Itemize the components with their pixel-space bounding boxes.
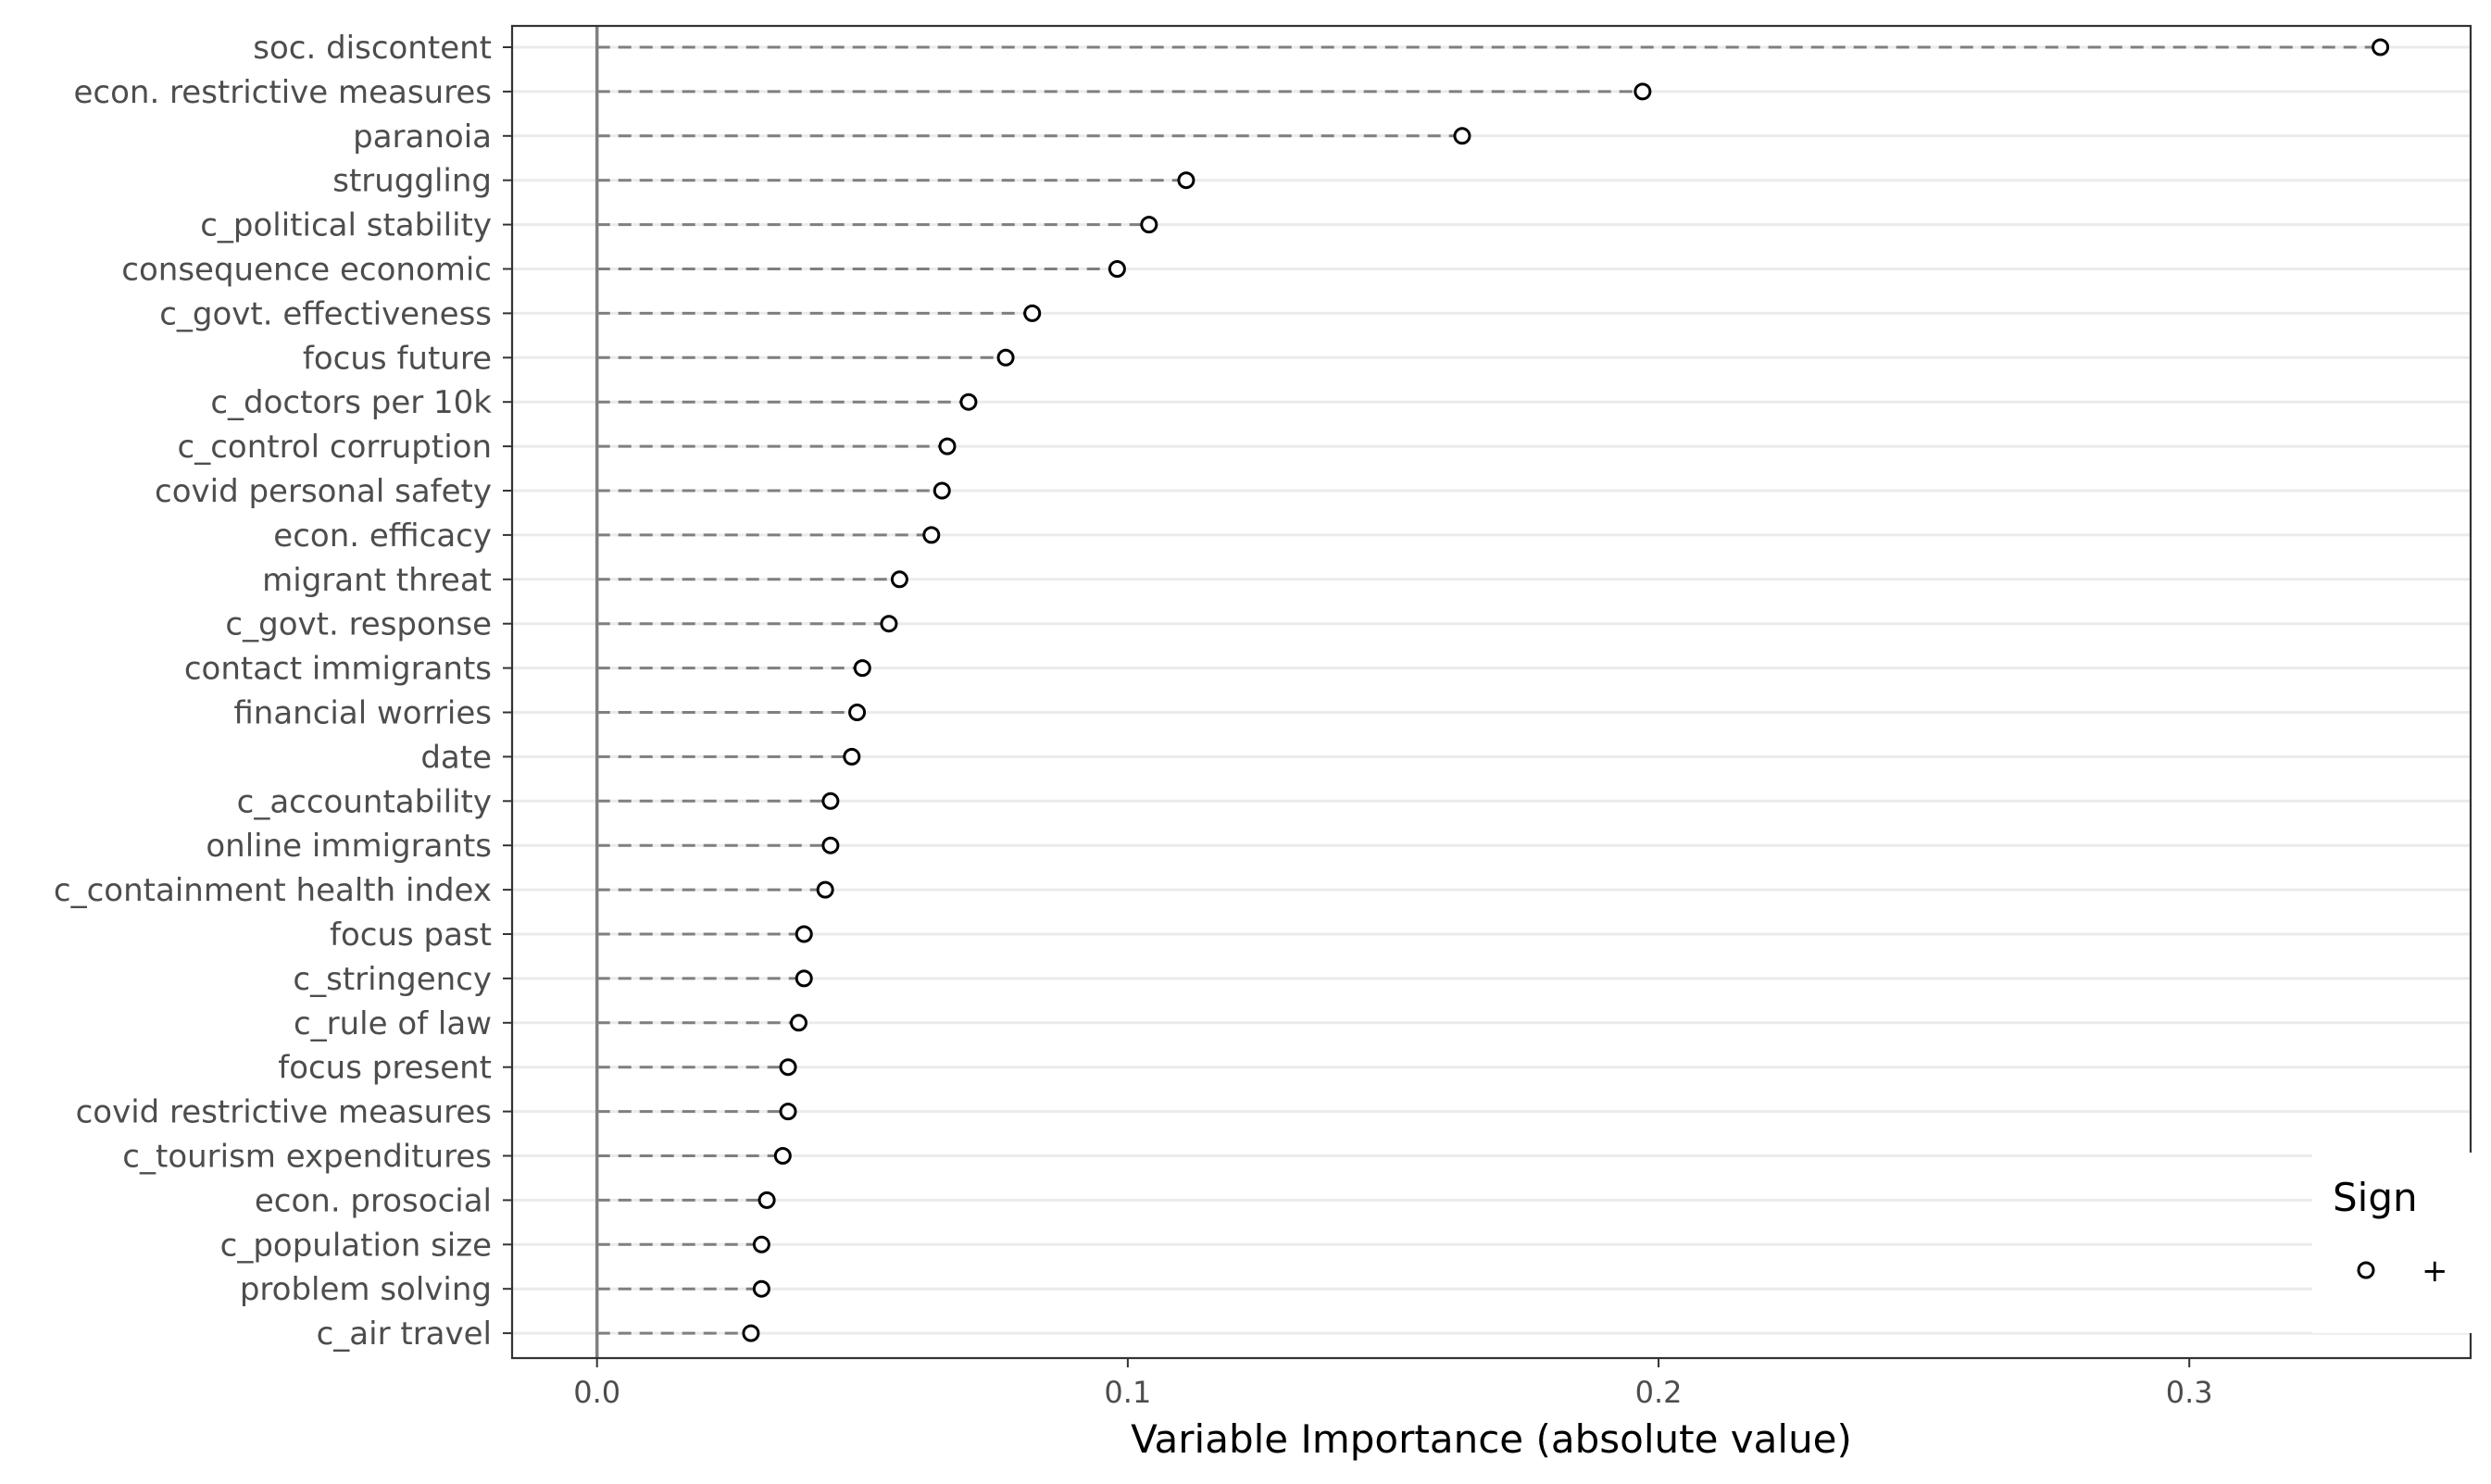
y-tick-label: soc. discontent xyxy=(253,30,492,67)
data-point xyxy=(795,925,813,943)
data-point xyxy=(816,880,834,899)
y-tick-label: covid restrictive measures xyxy=(76,1094,492,1131)
y-tick-label: c_stringency xyxy=(293,961,492,998)
y-tick-label: financial worries xyxy=(233,695,492,732)
data-point xyxy=(933,481,951,500)
y-tick-label: paranoia xyxy=(353,118,492,156)
y-tick-label: c_govt. effectiveness xyxy=(159,295,492,332)
data-point xyxy=(1453,127,1471,145)
y-tick-label: covid personal safety xyxy=(155,473,492,510)
y-tick-label: c_govt. response xyxy=(225,606,492,643)
y-tick-label: focus present xyxy=(278,1050,492,1087)
data-point xyxy=(821,792,840,810)
data-point xyxy=(890,570,908,589)
data-point xyxy=(757,1191,776,1209)
legend: Sign + xyxy=(2312,1153,2488,1333)
y-tick-label: c_control corruption xyxy=(178,429,492,466)
data-point xyxy=(848,704,867,721)
data-point xyxy=(1634,82,1652,101)
leader-lines xyxy=(596,45,2381,1335)
y-tick-label: contact immigrants xyxy=(184,651,492,688)
data-point xyxy=(773,1147,792,1165)
y-tick-label: c_political stability xyxy=(200,207,492,244)
y-tick-label: migrant threat xyxy=(262,562,492,599)
data-point xyxy=(742,1324,760,1342)
y-tick-label: struggling xyxy=(332,163,492,200)
y-tick-label: consequence economic xyxy=(121,252,492,289)
y-tick-label: c_air travel xyxy=(317,1316,492,1353)
data-point xyxy=(1177,171,1195,190)
y-tick-label: c_rule of law xyxy=(294,1005,492,1042)
data-point xyxy=(821,836,840,854)
data-point xyxy=(1140,216,1158,234)
y-tick-label: c_tourism expenditures xyxy=(122,1139,492,1176)
data-point xyxy=(1023,304,1042,322)
y-tick-label: c_doctors per 10k xyxy=(210,384,492,421)
data-point xyxy=(790,1014,808,1032)
legend-entry-label: + xyxy=(2422,1253,2448,1290)
data-points xyxy=(742,38,2390,1342)
data-point xyxy=(779,1103,797,1121)
y-tick-label: c_containment health index xyxy=(54,872,492,909)
data-point xyxy=(996,348,1015,367)
x-axis-ticks: 0.0 0.1 0.2 0.3 xyxy=(573,1358,2213,1410)
data-point xyxy=(853,659,871,678)
y-axis-labels: soc. discontent econ. restrictive measure… xyxy=(54,30,512,1353)
y-tick-label: date xyxy=(420,739,492,776)
x-tick-label: 0.0 xyxy=(573,1375,620,1410)
data-point xyxy=(752,1279,770,1298)
x-tick-label: 0.3 xyxy=(2166,1375,2213,1410)
data-point xyxy=(922,526,941,544)
y-tick-label: econ. restrictive measures xyxy=(73,74,492,111)
y-tick-label: focus past xyxy=(330,917,492,954)
x-tick-label: 0.1 xyxy=(1104,1375,1151,1410)
data-point xyxy=(880,615,898,633)
data-point xyxy=(2372,38,2390,56)
data-point xyxy=(752,1235,770,1253)
data-point xyxy=(795,969,813,988)
x-axis-title: Variable Importance (absolute value) xyxy=(1131,1416,1852,1462)
data-point xyxy=(1108,260,1126,278)
y-tick-label: econ. prosocial xyxy=(255,1182,492,1219)
data-point xyxy=(959,393,978,411)
y-tick-label: problem solving xyxy=(240,1271,492,1308)
y-tick-label: online immigrants xyxy=(206,828,492,865)
y-tick-label: c_population size xyxy=(220,1227,492,1264)
legend-key-open-circle xyxy=(2357,1261,2375,1279)
panel-border xyxy=(510,24,2472,1360)
data-point xyxy=(938,437,957,455)
data-point xyxy=(843,747,861,766)
legend-background xyxy=(2312,1153,2488,1333)
x-tick-label: 0.2 xyxy=(1635,1375,1683,1410)
legend-title: Sign xyxy=(2333,1175,2418,1220)
y-tick-label: c_accountability xyxy=(237,783,492,820)
y-tick-label: econ. efficacy xyxy=(273,518,492,555)
y-tick-label: focus future xyxy=(303,340,492,377)
data-point xyxy=(779,1058,797,1077)
